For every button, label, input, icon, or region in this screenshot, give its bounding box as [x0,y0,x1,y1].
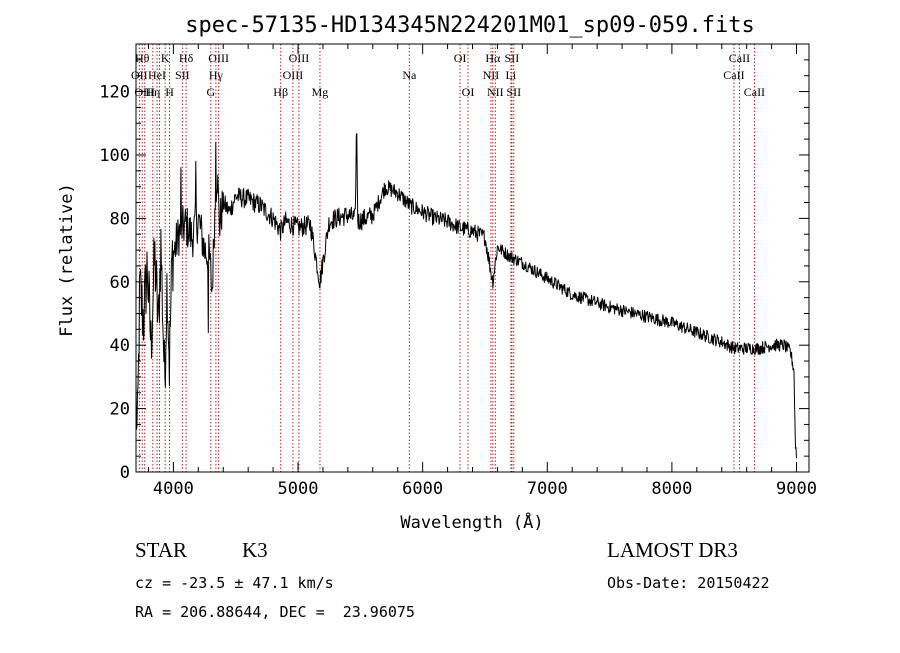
line-marker-label: K [161,51,170,65]
line-marker-label: NII [487,85,504,99]
line-marker-label: Hθ [135,51,150,65]
line-marker-label: NII [483,68,500,82]
y-tick-label: 80 [110,209,130,229]
coordinates: RA = 206.88644, DEC = 23.96075 [135,603,415,621]
y-axis-label: Flux (relative) [57,183,77,337]
x-tick-label: 6000 [402,479,443,499]
y-tick-label: 120 [99,83,130,103]
line-id-markers: OIIHθOIIIHηHeIKHSIIHδGHγOIIIHβOIIIOIIIMg… [131,44,765,472]
line-marker-label: SII [506,85,521,99]
line-marker-label: SII [175,68,190,82]
axis-ticks: 4000 5000 6000 7000 8000 9000 0 20 40 60 80 100 120 [99,44,817,499]
line-marker-label: Hδ [179,51,194,65]
x-tick-label: 9000 [776,479,817,499]
line-marker-label: Hβ [273,85,288,99]
line-marker-label: Hγ [209,68,224,82]
line-marker-label: CaII [723,68,744,82]
redshift-line: cz = -23.5 ± 47.1 km/s [135,574,334,592]
line-marker-label: Li [506,68,517,82]
line-marker-label: OIII [208,51,229,65]
line-marker-label: HeI [148,68,166,82]
line-marker-label: SII [505,51,520,65]
line-marker-label: OI [454,51,467,65]
subclass: K3 [242,538,268,562]
y-tick-label: 100 [99,146,130,166]
x-tick-label: 5000 [278,479,319,499]
x-axis-label: Wavelength (Å) [400,511,543,533]
plot-frame [135,43,810,473]
spectrum-line [135,133,797,459]
y-tick-label: 20 [110,400,130,420]
x-tick-label: 7000 [527,479,568,499]
line-marker-label: OIII [283,68,304,82]
survey-name: LAMOST DR3 [607,538,738,562]
line-marker-label: G [206,85,215,99]
line-marker-label: CaII [729,51,750,65]
y-tick-label: 40 [110,336,130,356]
line-marker-label: CaII [744,85,765,99]
line-marker-label: OII [131,68,148,82]
line-marker-label: Na [402,68,417,82]
x-tick-label: 8000 [651,479,692,499]
line-marker-label: Mg [312,85,329,99]
line-marker-label: OIII [289,51,310,65]
y-tick-label: 60 [110,273,130,293]
chart-title: spec-57135-HD134345N224201M01_sp09-059.f… [185,13,755,38]
line-marker-label: H [165,85,174,99]
line-marker-label: Hη [145,85,160,99]
line-marker-label: OI [462,85,475,99]
x-tick-label: 4000 [153,479,194,499]
line-marker-label: Hα [485,51,501,65]
obs-date: Obs-Date: 20150422 [607,574,770,592]
y-tick-label: 0 [120,463,130,483]
object-class: STAR [135,538,187,562]
